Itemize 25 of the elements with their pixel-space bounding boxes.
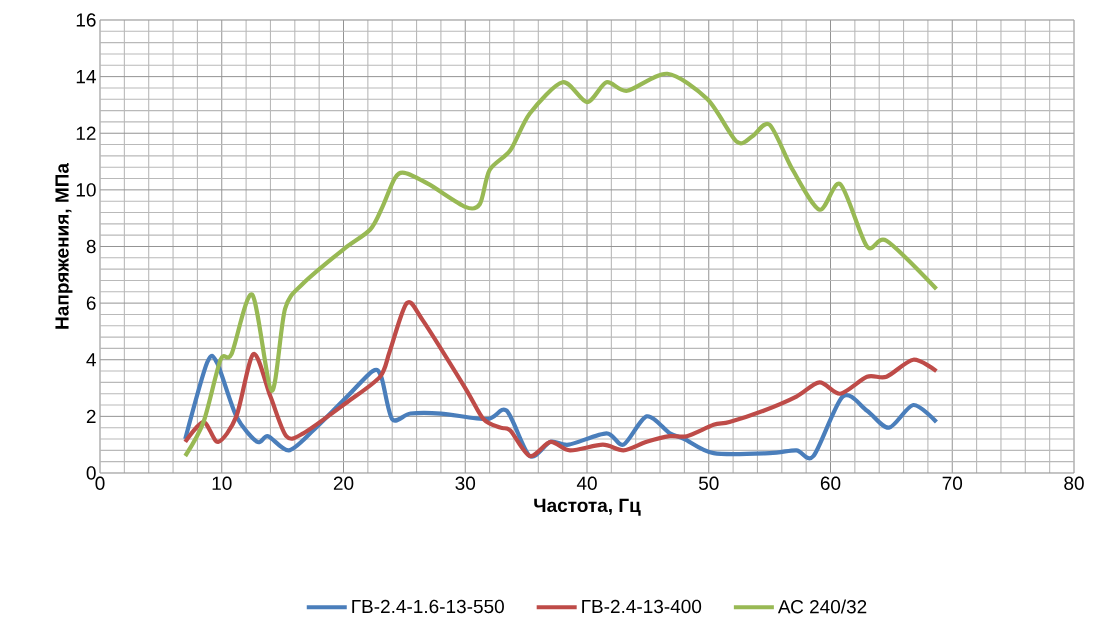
x-tick-label: 10 <box>212 476 232 490</box>
x-tick-label: 50 <box>698 476 719 490</box>
x-tick-label: 60 <box>820 476 841 490</box>
y-tick-label: 8 <box>86 239 96 254</box>
x-axis-title: Частота, Гц <box>534 498 641 516</box>
legend-label: ГВ-2.4-1.6-13-550 <box>352 599 504 614</box>
y-tick-label: 12 <box>76 126 96 140</box>
y-tick-label: 14 <box>76 70 96 84</box>
x-tick-label: 40 <box>576 476 597 490</box>
line-series <box>183 300 939 459</box>
x-tick-label: 20 <box>333 476 354 490</box>
x-tick-label: 30 <box>455 476 476 490</box>
legend-label: ГВ-2.4-13-400 <box>582 599 702 614</box>
y-tick-label: 10 <box>76 183 96 197</box>
legend-label: АС 240/32 <box>777 599 867 614</box>
y-axis-title: Напряжения, МПа <box>55 162 73 329</box>
y-tick-label: 6 <box>86 296 96 310</box>
y-tick-label: 16 <box>76 13 96 27</box>
x-tick-label: 0 <box>95 476 105 490</box>
y-tick-label: 2 <box>86 409 96 423</box>
y-tick-label: 0 <box>86 466 96 480</box>
x-tick-label: 70 <box>942 476 963 490</box>
x-tick-label: 80 <box>1064 476 1084 490</box>
line-series <box>183 71 939 459</box>
y-tick-label: 4 <box>86 353 96 367</box>
